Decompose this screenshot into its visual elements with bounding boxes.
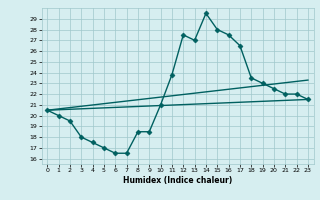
X-axis label: Humidex (Indice chaleur): Humidex (Indice chaleur) — [123, 176, 232, 185]
